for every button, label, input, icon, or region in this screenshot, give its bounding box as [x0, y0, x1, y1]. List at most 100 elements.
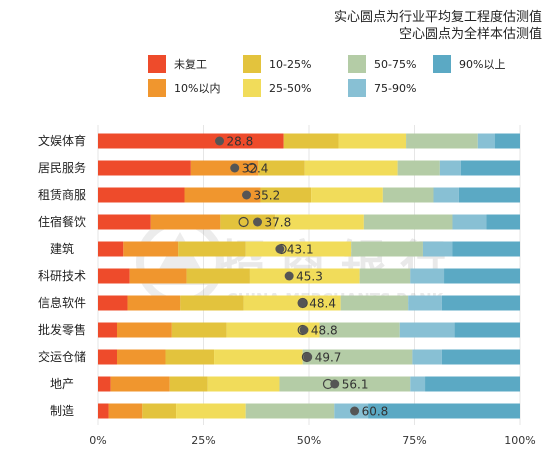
- bar-segment: [169, 376, 208, 392]
- legend-swatch: [148, 79, 166, 97]
- bar-segment: [283, 133, 339, 149]
- industry-avg-label: 37.8: [265, 216, 292, 230]
- bar-segment: [441, 295, 520, 311]
- industry-avg-marker: [297, 298, 307, 308]
- industry-avg-label: 32.4: [242, 162, 269, 176]
- bar-segment: [176, 403, 246, 419]
- bar-segment: [441, 349, 520, 365]
- bar-segment: [304, 160, 398, 176]
- bar-segment: [433, 187, 459, 203]
- bar-segment: [226, 322, 320, 338]
- category-label: 批发零售: [38, 322, 86, 337]
- legend-swatch: [348, 55, 366, 73]
- bar-segment: [279, 376, 411, 392]
- bar-segment: [249, 268, 360, 284]
- bar-segment: [477, 133, 495, 149]
- category-label: 地产: [50, 377, 74, 391]
- category-label: 文娱体育: [38, 133, 86, 148]
- industry-avg-marker: [303, 352, 313, 362]
- bar-segment: [129, 268, 187, 284]
- bars: [98, 133, 520, 419]
- industry-avg-label: 56.1: [342, 378, 369, 392]
- industry-avg-label: 49.7: [315, 351, 342, 365]
- bar-segment: [98, 160, 191, 176]
- bar-segment: [260, 187, 312, 203]
- category-label: 住宿餐饮: [38, 214, 86, 229]
- bar-segment: [245, 403, 335, 419]
- sample-avg-marker: [238, 216, 249, 228]
- bar-segment: [98, 241, 124, 257]
- legend-label: 75-90%: [374, 82, 416, 95]
- industry-avg-marker: [242, 190, 252, 200]
- industry-avg-label: 48.8: [311, 324, 338, 338]
- x-tick-label: 75%: [402, 434, 426, 447]
- x-tick-label: 100%: [504, 434, 535, 447]
- bar-segment: [397, 160, 440, 176]
- bar-segment: [444, 268, 520, 284]
- bar-segment: [123, 241, 179, 257]
- category-label: 租赁商服: [38, 187, 86, 202]
- legend-label: 50-75%: [374, 58, 416, 71]
- bar-segment: [190, 160, 259, 176]
- bar-segment: [311, 187, 383, 203]
- legend-label: 10%以内: [174, 81, 220, 95]
- bar-segment: [494, 133, 520, 149]
- category-label: 制造: [50, 404, 74, 418]
- bar-segment: [98, 268, 130, 284]
- bar-segment: [412, 349, 442, 365]
- bar-segment: [214, 349, 303, 365]
- bar-segment: [454, 322, 520, 338]
- bar-segment: [180, 295, 244, 311]
- industry-avg-marker: [253, 217, 263, 227]
- bar-segment: [258, 160, 305, 176]
- industry-avg-label: 35.2: [254, 189, 281, 203]
- industry-avg-label: 60.8: [362, 405, 389, 419]
- category-label: 科研技术: [38, 269, 86, 283]
- bar-segment: [382, 187, 434, 203]
- bar-segment: [245, 241, 352, 257]
- bar-segment: [178, 241, 246, 257]
- category-label: 建筑: [50, 241, 74, 256]
- category-label: 居民服务: [38, 160, 86, 175]
- industry-avg-marker: [350, 406, 360, 416]
- industry-avg-label: 45.3: [296, 270, 323, 284]
- bar-segment: [110, 376, 170, 392]
- bar-segment: [458, 187, 520, 203]
- industry-avg-marker: [299, 325, 309, 335]
- bar-segment: [165, 349, 215, 365]
- bar-segment: [340, 295, 409, 311]
- x-tick-label: 25%: [191, 434, 215, 447]
- bar-segment: [422, 241, 453, 257]
- bar-segment: [452, 241, 520, 257]
- bar-segment: [98, 349, 117, 365]
- x-tick-label: 50%: [297, 434, 321, 447]
- bar-segment: [410, 376, 426, 392]
- bar-segment: [142, 403, 177, 419]
- bar-segment: [275, 214, 364, 230]
- bar-segment: [452, 214, 487, 230]
- bar-segment: [408, 295, 442, 311]
- bar-segment: [116, 349, 166, 365]
- bar-segment: [439, 160, 461, 176]
- industry-avg-marker: [330, 379, 340, 389]
- watermark: 招商银行CHINA MERCHANTS BANK: [136, 218, 446, 308]
- bar-segment: [410, 268, 445, 284]
- bar-segment: [460, 160, 520, 176]
- bar-segment: [108, 403, 143, 419]
- industry-avg-label: 28.8: [227, 135, 254, 149]
- sample-avg-marker: [246, 162, 258, 174]
- bar-segment: [98, 322, 117, 338]
- legend-label: 10-25%: [269, 58, 311, 71]
- bar-segment: [351, 241, 423, 257]
- bar-segment: [186, 268, 250, 284]
- bar-segment: [98, 376, 111, 392]
- legend-swatch: [348, 79, 366, 97]
- bar-segment: [150, 214, 221, 230]
- category-label: 信息软件: [38, 295, 86, 310]
- bar-segment: [363, 214, 453, 230]
- bar-segment: [368, 403, 520, 419]
- note-solid-dot: 实心圆点为行业平均复工程度估测值: [333, 10, 542, 25]
- x-tick-label: 0%: [89, 434, 106, 447]
- industry-avg-label: 48.4: [309, 297, 336, 311]
